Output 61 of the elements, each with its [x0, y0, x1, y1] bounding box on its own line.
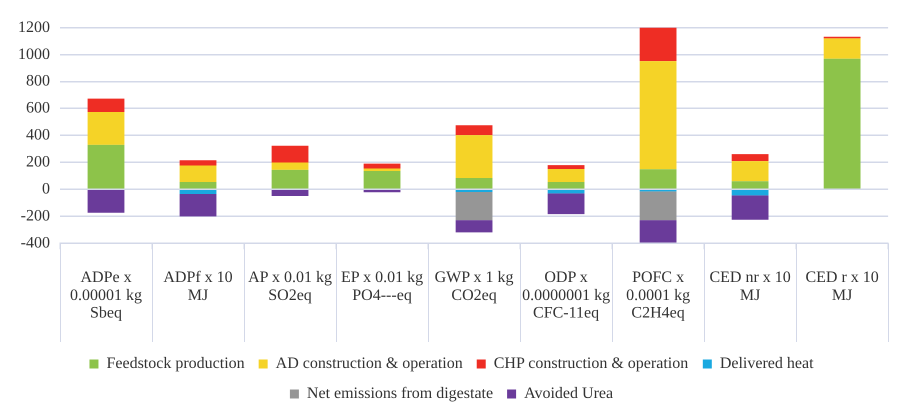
- bar: [640, 191, 676, 220]
- y-tick-label: 800: [26, 72, 50, 90]
- bar: [272, 170, 308, 189]
- bar: [180, 194, 216, 216]
- x-tick-label: ADPe x 0.00001 kg Sbeq: [70, 269, 142, 322]
- bar: [732, 161, 769, 182]
- bar: [88, 190, 124, 213]
- bar: [640, 169, 676, 189]
- bar: [180, 190, 216, 194]
- bar: [732, 190, 769, 196]
- x-tick-label: POFC x 0.0001 kg C2H4eq: [626, 269, 690, 322]
- legend-label: Net emissions from digestate: [306, 385, 494, 402]
- bar: [456, 192, 492, 220]
- bar: [456, 178, 492, 189]
- bar: [456, 125, 492, 136]
- bar: [88, 98, 124, 112]
- x-tick-label: CED r x 10 MJ: [805, 269, 879, 304]
- y-tick-label: 1200: [18, 18, 50, 36]
- bar: [548, 193, 584, 214]
- bar: [456, 220, 492, 232]
- bar: [88, 112, 124, 145]
- y-tick-label: 1000: [18, 46, 50, 63]
- x-tick-label: AP x 0.01 kg SO2eq: [248, 269, 332, 304]
- bar: [548, 165, 584, 169]
- x-tick-label: GWP x 1 kg CO2eq: [434, 269, 514, 304]
- bar: [272, 146, 308, 162]
- y-tick-label: -200: [20, 207, 50, 224]
- legend-label: AD construction & operation: [276, 355, 463, 372]
- y-tick-label: 600: [26, 100, 50, 117]
- bar: [732, 181, 769, 189]
- bar: [548, 182, 584, 189]
- bar: [272, 162, 308, 170]
- bar: [824, 38, 861, 59]
- legend-label: Feedstock production: [106, 355, 245, 372]
- bar: [180, 182, 216, 189]
- bar: [180, 165, 216, 182]
- x-tick-label: EP x 0.01 kg PO4---eq: [341, 269, 424, 304]
- bar: [364, 170, 400, 189]
- bar: [640, 220, 676, 243]
- legend-label: CHP construction & operation: [494, 355, 688, 372]
- bar: [732, 195, 769, 220]
- bar: [824, 58, 861, 189]
- bar: [180, 160, 216, 166]
- x-tick-label: ADPf x 10 MJ: [163, 269, 233, 304]
- bar: [548, 190, 584, 194]
- x-tick-label: ODP x 0.0000001 kg CFC-11eq: [522, 269, 610, 322]
- y-tick-label: 400: [26, 126, 50, 144]
- bar: [548, 168, 584, 182]
- legend-label: Delivered heat: [720, 355, 814, 372]
- y-tick-label: -400: [20, 234, 50, 252]
- bar: [732, 154, 769, 162]
- bar: [88, 144, 124, 189]
- bar: [456, 135, 492, 178]
- bar: [272, 190, 308, 196]
- x-tick-label: CED nr x 10 MJ: [709, 269, 791, 304]
- legend-label: Avoided Urea: [524, 385, 614, 402]
- y-tick-label: 0: [42, 180, 50, 198]
- y-tick-label: 200: [26, 154, 50, 171]
- bar: [364, 164, 400, 169]
- bar: [640, 61, 676, 170]
- bar: [640, 28, 676, 62]
